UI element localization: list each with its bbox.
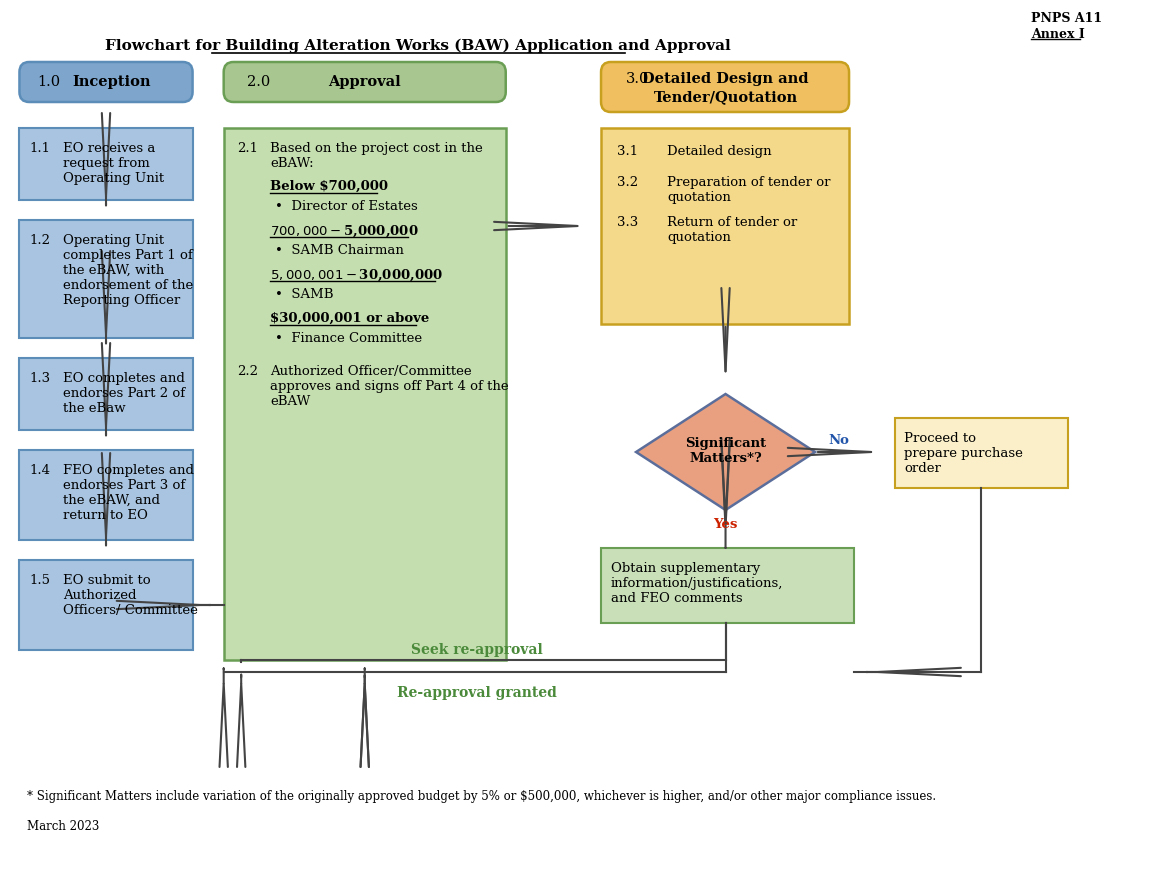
- Text: Yes: Yes: [713, 518, 738, 530]
- Text: 3.1: 3.1: [617, 145, 638, 158]
- Text: approves and signs off Part 4 of the: approves and signs off Part 4 of the: [270, 380, 509, 393]
- Text: 1.4: 1.4: [29, 464, 50, 477]
- Text: Inception: Inception: [73, 75, 151, 89]
- Text: FEO completes and: FEO completes and: [63, 464, 194, 477]
- Text: 3.3: 3.3: [617, 216, 638, 229]
- Text: Operating Unit: Operating Unit: [63, 234, 165, 247]
- Text: 3.2: 3.2: [617, 176, 638, 189]
- Text: and FEO comments: and FEO comments: [611, 592, 742, 605]
- FancyBboxPatch shape: [20, 560, 193, 650]
- Text: •  Director of Estates: • Director of Estates: [275, 200, 418, 213]
- Text: March 2023: March 2023: [27, 820, 100, 833]
- Text: Return of tender or: Return of tender or: [667, 216, 797, 229]
- Text: 2.0: 2.0: [247, 75, 270, 89]
- Text: PNPS A11: PNPS A11: [1031, 11, 1102, 24]
- Text: Annex I: Annex I: [1031, 28, 1085, 41]
- Text: return to EO: return to EO: [63, 509, 148, 522]
- Text: Reporting Officer: Reporting Officer: [63, 294, 181, 307]
- Text: $30,000,001 or above: $30,000,001 or above: [270, 312, 429, 325]
- Text: 1.2: 1.2: [29, 234, 50, 247]
- Text: Re-approval granted: Re-approval granted: [397, 686, 557, 700]
- Text: Operating Unit: Operating Unit: [63, 172, 165, 185]
- Text: Detailed design: Detailed design: [667, 145, 771, 158]
- Text: 1.0: 1.0: [37, 75, 60, 89]
- Text: $700,000 - $5,000,000: $700,000 - $5,000,000: [270, 224, 419, 240]
- Text: Proceed to: Proceed to: [905, 432, 977, 445]
- Text: Detailed Design and: Detailed Design and: [643, 72, 809, 86]
- Text: •  Finance Committee: • Finance Committee: [275, 332, 422, 345]
- Text: 2.1: 2.1: [238, 142, 259, 155]
- Text: Tender/Quotation: Tender/Quotation: [653, 90, 798, 104]
- FancyBboxPatch shape: [20, 128, 193, 200]
- Text: endorsement of the: endorsement of the: [63, 279, 194, 292]
- FancyBboxPatch shape: [601, 62, 849, 112]
- Text: Officers/ Committee: Officers/ Committee: [63, 604, 198, 617]
- Text: Below $700,000: Below $700,000: [270, 180, 389, 193]
- Text: endorses Part 3 of: endorses Part 3 of: [63, 479, 186, 492]
- Text: the eBaw: the eBaw: [63, 402, 125, 415]
- Text: •  SAMB: • SAMB: [275, 288, 334, 301]
- Text: EO completes and: EO completes and: [63, 372, 186, 385]
- Text: eBAW:: eBAW:: [270, 157, 314, 170]
- Text: 1.1: 1.1: [29, 142, 50, 155]
- Text: $5,000,001 - $30,000,000: $5,000,001 - $30,000,000: [270, 268, 443, 283]
- Text: completes Part 1 of: completes Part 1 of: [63, 249, 193, 262]
- Text: Approval: Approval: [328, 75, 401, 89]
- Text: the eBAW, with: the eBAW, with: [63, 264, 165, 277]
- Text: quotation: quotation: [667, 191, 731, 204]
- Text: No: No: [828, 434, 849, 447]
- Text: Authorized Officer/Committee: Authorized Officer/Committee: [270, 365, 472, 378]
- Text: 1.5: 1.5: [29, 574, 50, 587]
- Text: Authorized: Authorized: [63, 589, 137, 602]
- Text: * Significant Matters include variation of the originally approved budget by 5% : * Significant Matters include variation …: [27, 790, 936, 803]
- Text: 1.3: 1.3: [29, 372, 50, 385]
- Text: EO receives a: EO receives a: [63, 142, 155, 155]
- Text: •  SAMB Chairman: • SAMB Chairman: [275, 244, 404, 257]
- FancyBboxPatch shape: [224, 128, 506, 660]
- Text: Obtain supplementary: Obtain supplementary: [611, 562, 760, 575]
- Text: eBAW: eBAW: [270, 395, 311, 408]
- FancyBboxPatch shape: [20, 358, 193, 430]
- Text: quotation: quotation: [667, 231, 731, 244]
- Text: information/justifications,: information/justifications,: [611, 577, 783, 590]
- FancyBboxPatch shape: [601, 128, 849, 324]
- Text: Based on the project cost in the: Based on the project cost in the: [270, 142, 483, 155]
- Text: prepare purchase: prepare purchase: [905, 447, 1023, 460]
- Text: Preparation of tender or: Preparation of tender or: [667, 176, 831, 189]
- FancyBboxPatch shape: [601, 548, 854, 623]
- Text: Significant: Significant: [684, 436, 766, 449]
- FancyBboxPatch shape: [20, 62, 193, 102]
- Text: Matters*?: Matters*?: [689, 453, 762, 466]
- Text: 2.2: 2.2: [238, 365, 259, 378]
- Text: the eBAW, and: the eBAW, and: [63, 494, 160, 507]
- FancyBboxPatch shape: [224, 62, 506, 102]
- FancyBboxPatch shape: [894, 418, 1068, 488]
- FancyBboxPatch shape: [20, 220, 193, 338]
- Text: Seek re-approval: Seek re-approval: [411, 643, 543, 657]
- Text: 3.0: 3.0: [626, 72, 650, 86]
- Polygon shape: [636, 394, 815, 510]
- Text: request from: request from: [63, 157, 150, 170]
- Text: Flowchart for Building Alteration Works (BAW) Application and Approval: Flowchart for Building Alteration Works …: [106, 39, 731, 53]
- FancyBboxPatch shape: [20, 450, 193, 540]
- Text: order: order: [905, 462, 942, 475]
- Text: EO submit to: EO submit to: [63, 574, 151, 587]
- Text: endorses Part 2 of: endorses Part 2 of: [63, 387, 186, 400]
